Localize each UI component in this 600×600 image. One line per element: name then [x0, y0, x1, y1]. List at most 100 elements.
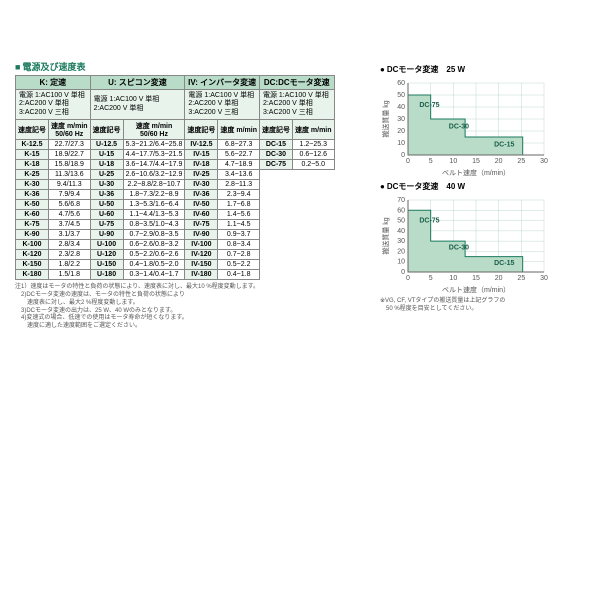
svg-text:30: 30 [540, 158, 548, 165]
speed-value: 0.8~3.4 [218, 240, 260, 250]
speed-code: DC-15 [259, 140, 292, 150]
note-line: 4)変速式の場合、低速での使用はモータ寿命が短くなります。 [15, 315, 360, 323]
column-header: 速度記号 [259, 120, 292, 140]
svg-text:DC-30: DC-30 [449, 124, 469, 131]
svg-text:60: 60 [397, 80, 405, 87]
column-header: 速度 m/min 50/60 Hz [123, 120, 185, 140]
speed-code: DC-30 [259, 150, 292, 160]
speed-value: 3.6~14.7/4.4~17.9 [123, 160, 185, 170]
speed-value: 1.4~5.6 [218, 210, 260, 220]
speed-code: K-180 [16, 270, 49, 280]
power-source: 電源 1:AC100 V 単相 2:AC200 V 単相 3:AC200 V 三… [185, 90, 260, 120]
speed-code: U-90 [90, 230, 123, 240]
power-source: 電源 1:AC100 V 単相 2:AC200 V 単相 3:AC200 V 三… [259, 90, 334, 120]
column-header: 速度 m/min [218, 120, 260, 140]
speed-value: 3.1/3.7 [49, 230, 91, 240]
speed-value: 2.6~10.6/3.2~12.9 [123, 170, 185, 180]
speed-value: 0.6~2.6/0.8~3.2 [123, 240, 185, 250]
note-line: 速度に適した速度範囲をご選定ください。 [15, 323, 360, 331]
speed-code: IV-12.5 [185, 140, 218, 150]
svg-text:0: 0 [401, 152, 405, 159]
speed-code: K-150 [16, 260, 49, 270]
speed-code: U-50 [90, 200, 123, 210]
svg-text:30: 30 [540, 275, 548, 282]
speed-code: IV-15 [185, 150, 218, 160]
speed-value: 0.5~2.2 [218, 260, 260, 270]
speed-code: K-18 [16, 160, 49, 170]
speed-code: IV-150 [185, 260, 218, 270]
power-source: 電源 1:AC100 V 単相 2:AC200 V 単相 [90, 90, 185, 120]
group-header: IV: インバータ変速 [185, 76, 260, 90]
svg-text:20: 20 [495, 158, 503, 165]
svg-text:20: 20 [397, 248, 405, 255]
speed-table: K: 定速U: スピコン変速IV: インバータ変速DC:DCモータ変速電源 1:… [15, 75, 335, 280]
speed-value: 3.7/4.5 [49, 220, 91, 230]
speed-value: 0.7~2.9/0.8~3.5 [123, 230, 185, 240]
speed-code: U-25 [90, 170, 123, 180]
speed-code: U-75 [90, 220, 123, 230]
svg-text:5: 5 [429, 275, 433, 282]
speed-code: K-12.5 [16, 140, 49, 150]
speed-value: 1.2~25.3 [292, 140, 334, 150]
speed-code: U-30 [90, 180, 123, 190]
speed-code: IV-60 [185, 210, 218, 220]
speed-value: 0.2~5.0 [292, 160, 334, 170]
speed-code: U-100 [90, 240, 123, 250]
svg-text:25: 25 [517, 275, 525, 282]
speed-code: U-180 [90, 270, 123, 280]
speed-code: U-150 [90, 260, 123, 270]
group-header: DC:DCモータ変速 [259, 76, 334, 90]
svg-text:40: 40 [397, 104, 405, 111]
speed-value: 2.3/2.8 [49, 250, 91, 260]
speed-code: U-15 [90, 150, 123, 160]
column-header: 速度記号 [90, 120, 123, 140]
group-header: K: 定速 [16, 76, 91, 90]
svg-text:50: 50 [397, 218, 405, 225]
speed-value: 6.8~27.3 [218, 140, 260, 150]
speed-value: 1.3~5.3/1.6~6.4 [123, 200, 185, 210]
speed-code: K-30 [16, 180, 49, 190]
speed-value: 1.8~7.3/2.2~8.9 [123, 190, 185, 200]
speed-value: 1.7~6.8 [218, 200, 260, 210]
svg-text:ベルト速度（m/min）: ベルト速度（m/min） [442, 168, 510, 177]
speed-code: U-36 [90, 190, 123, 200]
speed-code: IV-18 [185, 160, 218, 170]
svg-text:15: 15 [472, 275, 480, 282]
speed-value: 22.7/27.3 [49, 140, 91, 150]
note-line: 2)DCモータ変速の速度は、モータの特性と負荷の状態により [15, 292, 360, 300]
speed-value: 5.6~22.7 [218, 150, 260, 160]
svg-text:70: 70 [397, 197, 405, 204]
speed-code: K-36 [16, 190, 49, 200]
speed-value: 7.9/9.4 [49, 190, 91, 200]
chart-title: DCモータ変速 40 W [380, 181, 585, 192]
svg-text:DC-75: DC-75 [419, 102, 439, 109]
speed-value: 2.2~8.8/2.8~10.7 [123, 180, 185, 190]
svg-text:20: 20 [495, 275, 503, 282]
speed-code: K-25 [16, 170, 49, 180]
speed-code: IV-120 [185, 250, 218, 260]
speed-code: IV-50 [185, 200, 218, 210]
svg-text:DC-75: DC-75 [419, 218, 439, 225]
speed-code: U-60 [90, 210, 123, 220]
speed-value: 2.8/3.4 [49, 240, 91, 250]
speed-code: K-50 [16, 200, 49, 210]
power-source: 電源 1:AC100 V 単相 2:AC200 V 単相 3:AC200 V 三… [16, 90, 91, 120]
speed-value: 5.6/6.8 [49, 200, 91, 210]
speed-value: 4.4~17.7/5.3~21.5 [123, 150, 185, 160]
speed-code: IV-30 [185, 180, 218, 190]
speed-code: IV-100 [185, 240, 218, 250]
svg-text:0: 0 [401, 269, 405, 276]
speed-code: IV-90 [185, 230, 218, 240]
svg-text:10: 10 [449, 275, 457, 282]
chart-caption: ※VG, CF, VTタイプの搬送質量は上記グラフの 50 %程度を目安としてく… [380, 298, 585, 314]
column-header: 速度記号 [185, 120, 218, 140]
speed-code: IV-25 [185, 170, 218, 180]
svg-text:0: 0 [406, 158, 410, 165]
speed-code: DC-75 [259, 160, 292, 170]
speed-code: K-60 [16, 210, 49, 220]
svg-text:5: 5 [429, 158, 433, 165]
speed-code: K-120 [16, 250, 49, 260]
speed-value: 1.1~4.4/1.3~5.3 [123, 210, 185, 220]
speed-code: IV-180 [185, 270, 218, 280]
dc-chart: 051015202530010203040506070DC-75DC-30DC-… [380, 194, 550, 294]
